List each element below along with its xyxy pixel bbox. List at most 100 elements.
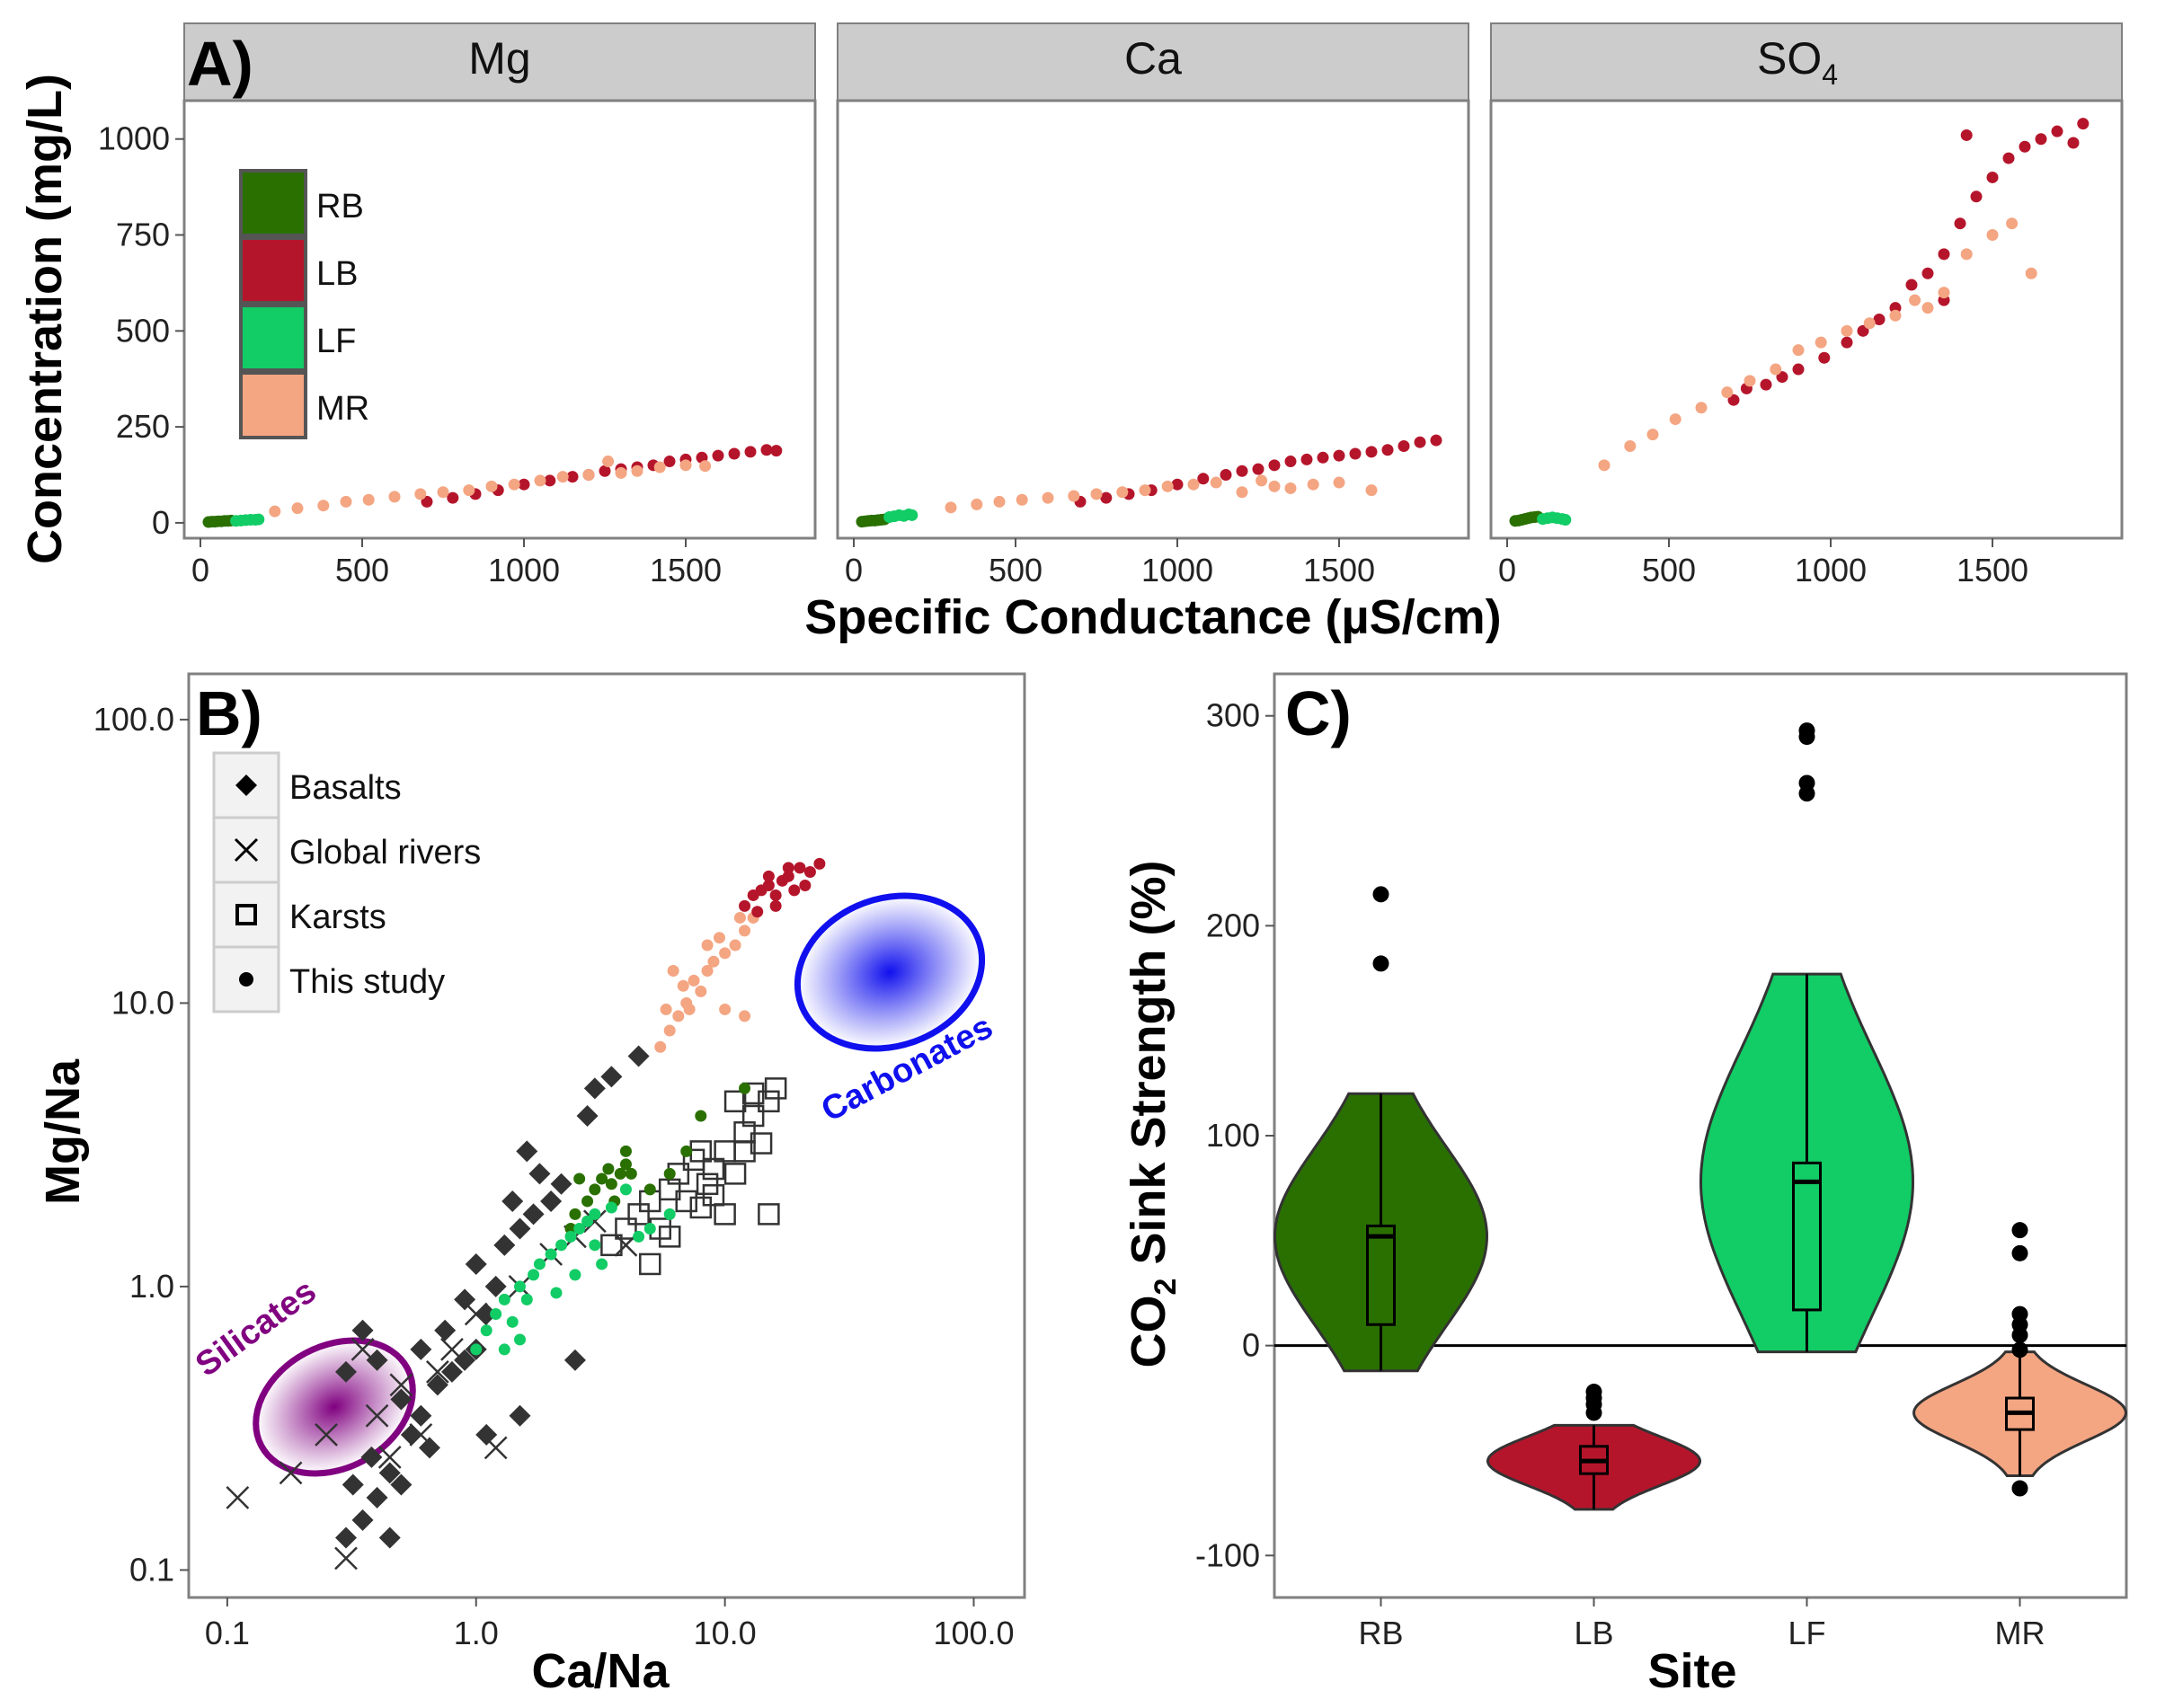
data-point-lb [544, 474, 556, 487]
y-tick-label: 1000 [98, 120, 170, 157]
data-point-mr [1792, 344, 1805, 357]
data-point-mr [1284, 482, 1297, 494]
data-point-rb [589, 1183, 601, 1196]
x-tick-label: 500 [1642, 552, 1696, 589]
data-point-lb [712, 449, 724, 462]
data-point-mr [388, 491, 401, 503]
data-point-mr [615, 466, 627, 479]
data-point-lb [2051, 125, 2063, 137]
data-point-rb [663, 1167, 676, 1180]
data-point-rb [596, 1173, 608, 1185]
data-point-mr [1960, 248, 1973, 261]
data-point-rb [643, 1183, 656, 1196]
basalt-marker [475, 1423, 498, 1446]
data-point-mr [463, 484, 475, 497]
data-point-rb [739, 1082, 751, 1094]
data-point-mr [660, 1003, 672, 1015]
x-tick-label: LF [1788, 1615, 1825, 1651]
data-point-mr [683, 1003, 696, 1015]
x-tick-label: 1500 [1957, 552, 2028, 589]
data-point-lb [769, 899, 782, 912]
global-river-marker [365, 1403, 389, 1428]
karst-marker [764, 1077, 787, 1100]
data-point-lb [1398, 439, 1410, 452]
legend-label-lb: LB [316, 255, 358, 293]
data-point-rb [605, 1178, 617, 1190]
outlier-point [1372, 886, 1389, 903]
y-tick-label: 250 [116, 408, 170, 445]
basalt-marker [493, 1234, 516, 1256]
data-point-rb [581, 1195, 594, 1208]
carbonates-ellipse [794, 892, 986, 1052]
basalt-marker [600, 1066, 623, 1088]
data-point-lf [506, 1315, 519, 1328]
data-point-lf [480, 1324, 492, 1337]
data-point-lb [782, 862, 794, 874]
data-point-lb [447, 491, 459, 504]
data-point-rb [569, 1208, 581, 1220]
data-point-lb [728, 447, 741, 460]
global-river-marker [226, 1486, 250, 1509]
data-point-lf [633, 1230, 645, 1243]
data-point-lb [803, 866, 816, 879]
data-point-rb [625, 1167, 637, 1180]
data-point-lb [2067, 137, 2080, 149]
karst-marker [639, 1252, 661, 1276]
data-point-rb [619, 1158, 632, 1171]
data-point-lf [619, 1183, 632, 1196]
panel-c-tag: C) [1285, 678, 1352, 748]
legend-key-lb [239, 236, 307, 305]
data-point-mr [699, 460, 712, 473]
data-point-mr [437, 486, 449, 499]
data-point-mr [672, 1010, 685, 1022]
data-point-lb [1727, 394, 1740, 406]
data-point-lf [643, 1223, 656, 1235]
data-point-lb [1236, 465, 1248, 477]
data-point-mr [1863, 317, 1876, 330]
data-point-mr [602, 456, 615, 468]
facet-label-so4-main: SO [1757, 33, 1822, 84]
y-tick-label: 200 [1206, 907, 1260, 943]
karst-marker [675, 1190, 697, 1213]
data-point-mr [534, 474, 546, 487]
basalt-marker [366, 1486, 388, 1509]
facet-panel-so4 [1489, 99, 2124, 540]
data-point-mr [1986, 229, 1999, 242]
basalt-marker [454, 1349, 476, 1371]
data-point-mr [1721, 386, 1734, 399]
karst-marker [689, 1196, 713, 1219]
data-point-mr [1624, 439, 1637, 452]
karst-marker [696, 1173, 719, 1196]
data-point-lf [514, 1333, 527, 1346]
data-point-lf [550, 1287, 563, 1299]
panel-c-y-axis-title-main: CO [1122, 1295, 1176, 1367]
data-point-lb [794, 862, 806, 874]
outlier-point [2011, 1341, 2028, 1358]
data-point-mr [269, 505, 281, 518]
panel-c: C) -100 0 100 200 300 RB LB LF MR Site CO2 Sink … [1122, 672, 2128, 1698]
legend-key-basalts [212, 751, 280, 819]
box-rb [1366, 1224, 1396, 1326]
data-point-lb [1414, 436, 1426, 448]
data-point-lb [788, 884, 801, 897]
data-point-lb [1284, 456, 1297, 468]
data-point-rb [573, 1173, 586, 1185]
x-tick-label: 1000 [488, 552, 560, 589]
data-point-mr [1161, 480, 1174, 492]
data-point-lf [514, 1280, 527, 1293]
data-point-mr [719, 1003, 732, 1015]
data-point-lf [605, 1201, 617, 1214]
basalt-marker [351, 1509, 374, 1531]
basalt-marker [454, 1288, 476, 1311]
data-point-mr [1889, 309, 1902, 322]
data-point-lb [2019, 140, 2031, 153]
panel-a-y-axis-title: Concentration (mg/L) [18, 74, 72, 564]
y-tick-label: 1.0 [129, 1268, 174, 1305]
karst-marker [615, 1217, 637, 1240]
basalt-marker [390, 1473, 413, 1496]
outlier-point [2011, 1480, 2028, 1497]
x-tick-label: 0 [191, 552, 209, 589]
data-point-lb [1171, 478, 1184, 491]
data-point-mr [1770, 363, 1782, 376]
data-point-mr [1646, 429, 1659, 441]
